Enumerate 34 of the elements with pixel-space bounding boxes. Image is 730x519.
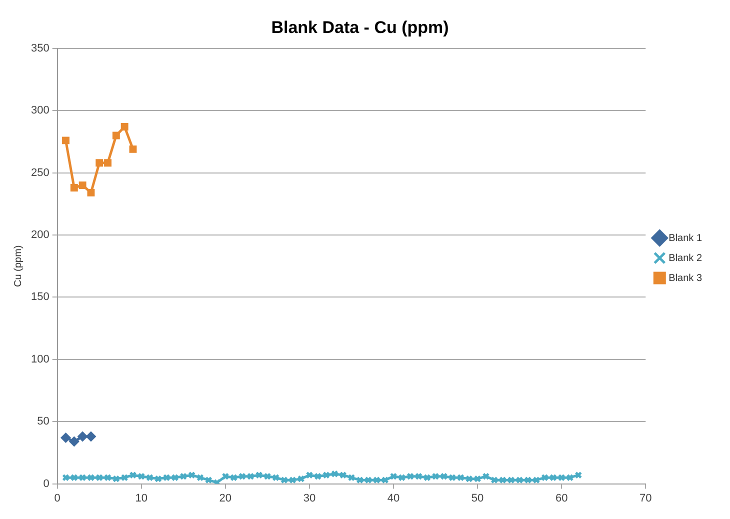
point — [87, 188, 95, 196]
legend-label: Blank 2 — [668, 252, 702, 264]
chart-title: Blank Data - Cu (ppm) — [271, 18, 449, 37]
y-tick-label: 150 — [30, 291, 50, 304]
point — [112, 132, 120, 140]
legend-label: Blank 1 — [668, 232, 702, 244]
y-tick-label: 0 — [43, 478, 50, 490]
point — [96, 159, 104, 167]
x-tick-label: 20 — [219, 492, 232, 504]
y-tick-label: 250 — [30, 166, 50, 179]
point — [62, 136, 70, 144]
y-tick-label: 350 — [30, 42, 50, 54]
y-tick-label: 100 — [30, 353, 50, 366]
point — [129, 145, 137, 153]
x-tick-label: 70 — [640, 492, 652, 504]
point — [78, 432, 88, 442]
x-tick-label: 30 — [303, 492, 316, 504]
point — [61, 433, 71, 443]
point — [120, 123, 128, 130]
y-axis-title: Cu (ppm) — [12, 245, 24, 287]
x-tick-label: 10 — [135, 492, 148, 504]
x-tick-label: 40 — [387, 492, 400, 504]
x-tick-label: 50 — [471, 492, 484, 504]
point — [70, 184, 78, 192]
y-tick-label: 300 — [30, 104, 50, 117]
point — [104, 159, 112, 167]
x-tick-label: 60 — [555, 492, 568, 504]
y-tick-label: 50 — [37, 416, 50, 428]
point — [78, 182, 86, 189]
y-tick-label: 200 — [30, 229, 50, 242]
point — [69, 436, 79, 446]
legend-label: Blank 3 — [668, 272, 702, 284]
x-tick-label: 0 — [54, 492, 60, 504]
point — [86, 432, 96, 442]
